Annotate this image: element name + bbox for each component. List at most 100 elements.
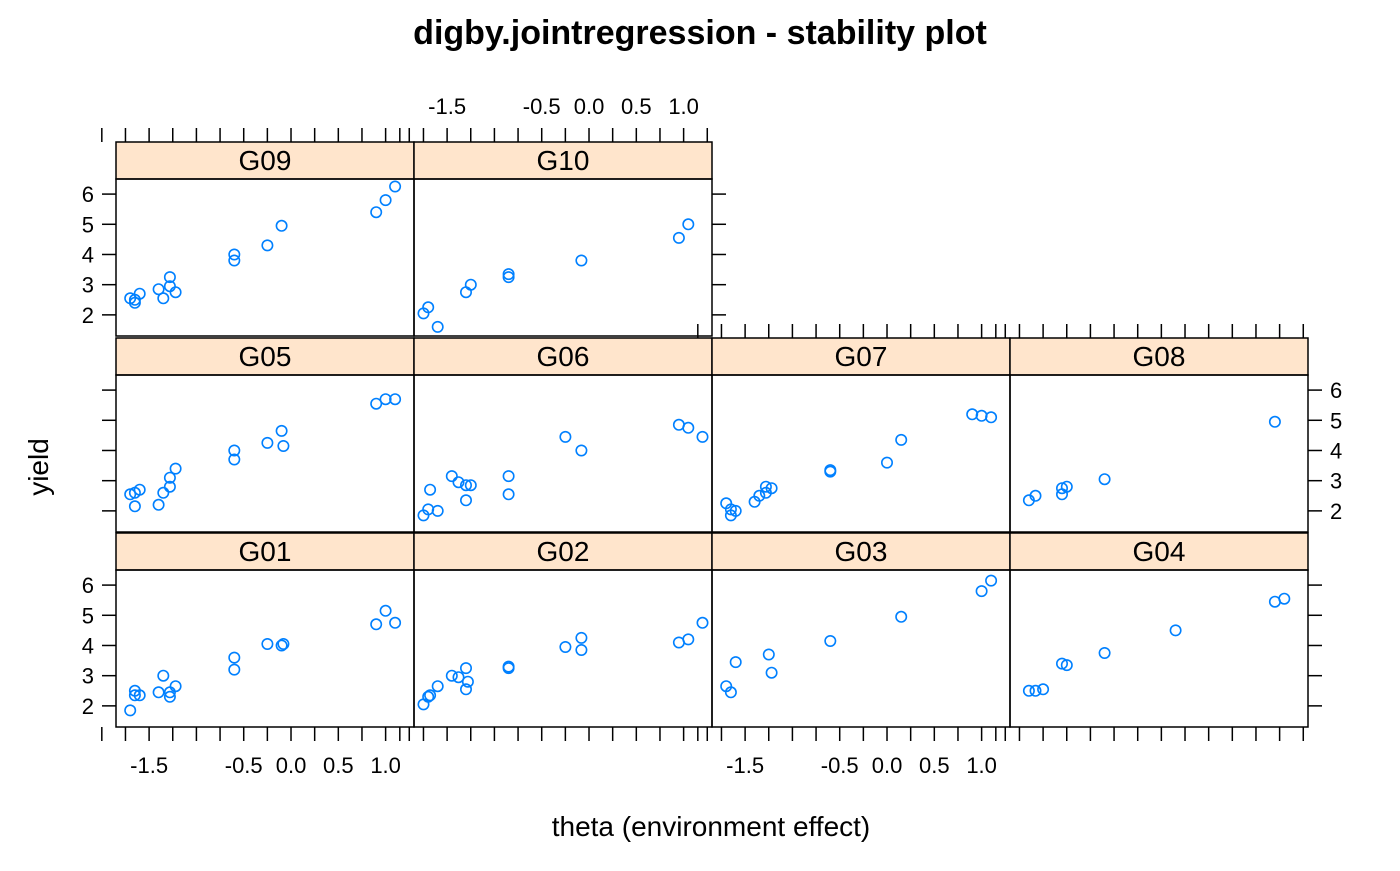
data-point	[152, 686, 165, 699]
panel-label: G04	[1133, 536, 1186, 567]
y-axis-left-row0: 2 3 4 5 6	[82, 182, 116, 328]
data-point	[277, 637, 290, 650]
x-tick-label: -0.5	[523, 94, 561, 119]
y-tick-label: 6	[1330, 378, 1342, 403]
y-tick-label: 6	[82, 573, 94, 598]
data-point	[163, 480, 176, 493]
panel-label: G05	[239, 341, 292, 372]
panel-g09: G09	[115, 141, 415, 337]
data-point	[1169, 624, 1182, 637]
panel-frame	[115, 178, 415, 337]
chart-title: digby.jointregression - stability plot	[413, 14, 987, 52]
panel-g04: G04	[1009, 532, 1309, 728]
x-axis-col1-top: -1.5 -0.5 0.0 0.5 1.0	[399, 94, 709, 142]
data-point	[753, 489, 766, 502]
data-point	[824, 634, 837, 647]
data-point	[765, 666, 778, 679]
data-point	[124, 704, 137, 717]
data-point	[157, 486, 170, 499]
x-axis-col0-bottom: -1.5 -0.5 0.0 0.5 1.0	[101, 727, 411, 778]
panel-g06: G06	[413, 337, 713, 533]
data-point	[1098, 646, 1111, 659]
panel-frame	[413, 178, 713, 337]
data-point	[261, 436, 274, 449]
data-point	[502, 470, 515, 483]
data-point	[682, 218, 695, 231]
data-point	[975, 585, 988, 598]
data-point	[464, 278, 477, 291]
data-point	[275, 424, 288, 437]
data-point	[724, 503, 737, 516]
data-point	[765, 482, 778, 495]
data-point	[157, 292, 170, 305]
panel-strip	[711, 532, 1011, 571]
data-point	[1056, 488, 1069, 501]
data-point	[895, 433, 908, 446]
data-point	[1060, 480, 1073, 493]
data-point	[228, 248, 241, 261]
data-point	[452, 476, 465, 489]
panel-strip	[115, 337, 415, 376]
x-axis-col1-bottom	[399, 727, 709, 741]
panel-frame	[413, 374, 713, 533]
data-point	[422, 301, 435, 314]
y-tick-label: 3	[82, 273, 94, 298]
x-axis-col3-top	[995, 324, 1305, 338]
data-point	[575, 254, 588, 267]
data-point	[461, 675, 474, 688]
x-tick-label: 0.0	[276, 753, 307, 778]
x-tick-label: 1.0	[370, 753, 401, 778]
panel-label: G02	[537, 536, 590, 567]
data-point	[1056, 657, 1069, 670]
data-point	[502, 271, 515, 284]
panel-g02: G02	[413, 532, 713, 728]
data-point	[880, 456, 893, 469]
data-point	[696, 430, 709, 443]
data-point	[422, 690, 435, 703]
y-axis-left-row2: 2 3 4 5 6	[82, 573, 116, 719]
panel-label: G09	[239, 145, 292, 176]
panel-label: G03	[835, 536, 888, 567]
data-point	[379, 393, 392, 406]
panel-strip	[1009, 532, 1309, 571]
data-point	[133, 287, 146, 300]
data-point	[431, 680, 444, 693]
y-tick-label: 4	[1330, 438, 1342, 463]
y-tick-label: 4	[82, 633, 94, 658]
data-point	[133, 689, 146, 702]
data-point	[128, 500, 141, 513]
data-point	[152, 498, 165, 511]
data-point	[459, 683, 472, 696]
y-tick-label: 2	[1330, 499, 1342, 524]
y-tick-label: 5	[1330, 408, 1342, 433]
data-point	[417, 698, 430, 711]
data-point	[985, 411, 998, 424]
y-tick-label: 5	[82, 603, 94, 628]
y-axis-left-row1	[102, 389, 116, 512]
data-point	[759, 480, 772, 493]
y-tick-label: 3	[82, 664, 94, 689]
y-tick-label: 3	[1330, 469, 1342, 494]
data-point	[445, 669, 458, 682]
data-point	[379, 194, 392, 207]
panel-frame	[711, 374, 1011, 533]
data-point	[502, 662, 515, 675]
y-axis-label: yield	[23, 438, 54, 496]
data-point	[895, 610, 908, 623]
panels: G01 G02 G03 G04 G05 G06 G07 G08 G09 G10 2 3 4 5 6 2 3 4 5 6…	[82, 94, 1343, 778]
y-tick-label: 4	[82, 242, 94, 267]
panel-label: G01	[239, 536, 292, 567]
data-point	[424, 483, 437, 496]
data-point	[431, 504, 444, 517]
y-axis-right-row1: 2 3 4 5 6	[1308, 378, 1342, 524]
data-point	[228, 254, 241, 267]
x-tick-label: 0.0	[574, 94, 605, 119]
data-point	[502, 488, 515, 501]
y-tick-label: 2	[82, 694, 94, 719]
x-tick-label: 0.5	[621, 94, 652, 119]
data-point	[559, 430, 572, 443]
y-tick-label: 5	[82, 212, 94, 237]
data-point	[163, 271, 176, 284]
